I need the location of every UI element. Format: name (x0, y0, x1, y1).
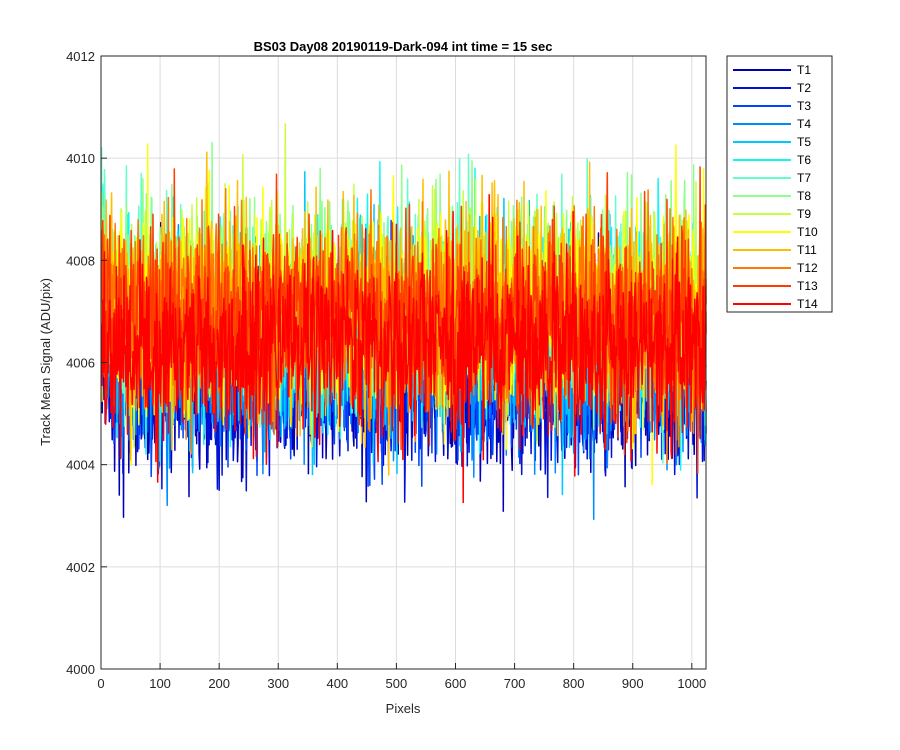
y-axis-label: Track Mean Signal (ADU/pix) (38, 278, 53, 446)
legend-box (726, 55, 833, 313)
y-tick-label: 4006 (66, 356, 95, 371)
legend-entry-label: T10 (797, 225, 818, 239)
x-tick-label: 0 (97, 676, 104, 691)
x-tick-label: 800 (563, 676, 585, 691)
series-line-t14 (100, 194, 707, 504)
legend-entry-label: T11 (797, 243, 817, 257)
legend-entry-label: T14 (797, 297, 818, 311)
x-axis-label: Pixels (386, 701, 421, 716)
legend: T1 T2 T3 T4 T5 T6 T7 T8 T9 T10 T11 T12 T13 T14 (726, 55, 833, 313)
legend-entry-label: T9 (797, 207, 811, 221)
series-lines (100, 123, 707, 521)
y-tick-label: 4008 (66, 253, 95, 268)
x-tick-label: 700 (504, 676, 526, 691)
legend-entry-label: T7 (797, 171, 811, 185)
x-tick-label: 200 (208, 676, 230, 691)
legend-entry-label: T1 (797, 63, 811, 77)
legend-entry-label: T5 (797, 135, 811, 149)
x-tick-label: 400 (326, 676, 348, 691)
y-tick-label: 4000 (66, 662, 95, 677)
y-tick-label: 4004 (66, 458, 95, 473)
legend-entry-label: T4 (797, 117, 811, 131)
x-tick-label: 600 (445, 676, 467, 691)
legend-entry-label: T8 (797, 189, 811, 203)
y-tick-label: 4010 (66, 151, 95, 166)
x-tick-label: 900 (622, 676, 644, 691)
legend-entry-label: T12 (797, 261, 818, 275)
legend-entry-label: T3 (797, 99, 811, 113)
x-tick-label: 1000 (677, 676, 706, 691)
axis-ticks: 0 100 200 300 400 500 600 700 800 900 1000 4000 4002… (66, 49, 706, 691)
chart-title: BS03 Day08 20190119-Dark-094 int time = … (254, 39, 553, 54)
legend-entry-label: T6 (797, 153, 811, 167)
legend-entry-label: T13 (797, 279, 818, 293)
x-tick-label: 500 (386, 676, 408, 691)
y-tick-label: 4012 (66, 49, 95, 64)
legend-entry-label: T2 (797, 81, 811, 95)
y-tick-label: 4002 (66, 560, 95, 575)
x-tick-label: 300 (267, 676, 289, 691)
x-tick-label: 100 (149, 676, 171, 691)
